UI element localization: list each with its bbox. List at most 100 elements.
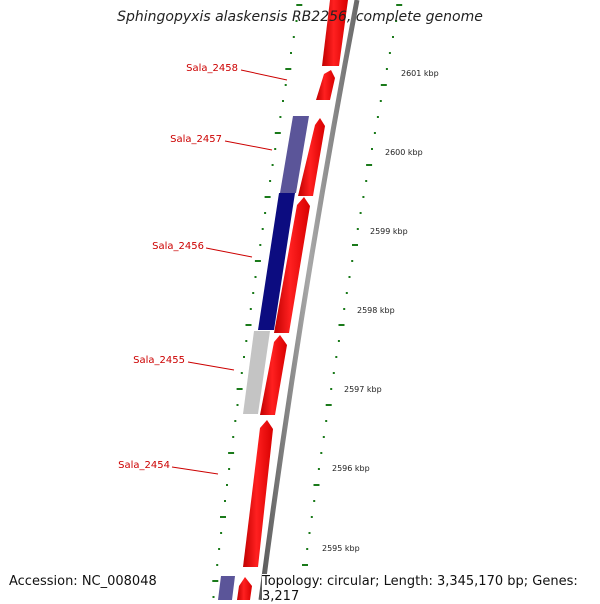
leader-sala-2454 (171, 466, 219, 475)
gene-forward-d (260, 335, 287, 415)
inner-tick (212, 580, 219, 582)
inner-tick (264, 196, 271, 198)
outer-tick (330, 388, 333, 390)
inner-tick (295, 20, 298, 22)
inner-tick (279, 116, 282, 118)
inner-tick (224, 500, 226, 502)
inner-tick (269, 180, 272, 182)
outer-tick (376, 116, 379, 118)
outer-tick (352, 244, 358, 246)
outer-tick (320, 452, 323, 454)
inner-tick (226, 484, 228, 486)
inner-tick (243, 356, 245, 358)
outer-tick (348, 276, 351, 278)
inner-tick (245, 324, 252, 326)
outer-tick (351, 260, 354, 262)
kbp-label-2596: 2596 kbp (332, 464, 370, 473)
outer-tick (313, 484, 320, 486)
gene-forward-b (298, 118, 325, 196)
gene-label-sala-2454: Sala_2454 (118, 460, 170, 471)
inner-tick (220, 516, 226, 518)
leader-sala-2457 (224, 140, 273, 151)
outer-tick (302, 564, 308, 566)
inner-tick (236, 404, 239, 406)
outer-tick (345, 292, 348, 294)
inner-tick (254, 276, 257, 278)
inner-tick (259, 244, 262, 246)
kbp-label-2599: 2599 kbp (370, 227, 408, 236)
inner-tick (220, 532, 223, 534)
inner-tick (216, 564, 219, 566)
gene-label-sala-2456: Sala_2456 (152, 241, 204, 252)
outer-tick (332, 372, 335, 374)
leader-sala-2456 (205, 247, 253, 258)
inner-tick (274, 148, 277, 150)
leader-sala-2458 (240, 69, 288, 81)
inner-tick (284, 84, 287, 86)
inner-tick (249, 308, 252, 310)
outer-tick (325, 420, 328, 422)
accession-text: Accession: NC_008048 (9, 574, 157, 589)
inner-tick (282, 100, 284, 102)
inner-tick (264, 212, 267, 214)
outer-tick (306, 548, 309, 550)
inner-tick (261, 228, 264, 230)
kbp-label-2600: 2600 kbp (385, 148, 423, 157)
inner-tick (228, 468, 231, 470)
outer-tick (308, 532, 311, 534)
inner-tick (292, 36, 295, 38)
outer-tick (322, 436, 325, 438)
outer-tick (310, 516, 313, 518)
genome-backbone (258, 0, 360, 600)
inner-tick (240, 372, 243, 374)
gene-bottom-reverse (218, 576, 235, 600)
inner-tick-ring (212, 4, 303, 598)
leader-sala-2455 (187, 361, 235, 371)
inner-tick (228, 452, 235, 454)
gene-label-sala-2458: Sala_2458 (186, 63, 238, 74)
outer-tick (362, 196, 365, 198)
outer-tick (337, 340, 340, 342)
gene-label-sala-2457: Sala_2457 (170, 134, 222, 145)
outer-tick (359, 212, 362, 214)
kbp-label-2598: 2598 kbp (357, 306, 395, 315)
inner-tick (254, 260, 261, 262)
inner-tick (290, 52, 292, 54)
inner-tick (218, 548, 221, 550)
outer-tick (392, 36, 394, 38)
outer-tick (365, 180, 368, 182)
inner-tick (234, 420, 237, 422)
outer-tick-ring (299, 4, 403, 598)
gene-sala-2457 (280, 116, 309, 193)
outer-tick (379, 100, 382, 102)
outer-tick (396, 4, 403, 6)
kbp-label-2595: 2595 kbp (322, 544, 360, 553)
inner-tick (212, 596, 215, 598)
outer-tick (388, 52, 391, 54)
outer-tick (313, 500, 316, 502)
outer-tick (380, 84, 387, 86)
gene-sala-2455 (243, 331, 270, 414)
inner-tick (271, 164, 274, 166)
gene-sala-2458 (316, 70, 335, 100)
inner-tick (285, 68, 292, 70)
inner-tick (274, 132, 281, 134)
outer-tick (385, 68, 388, 70)
genome-title: Sphingopyxis alaskensis RB2256, complete… (117, 9, 483, 25)
inner-tick (245, 340, 248, 342)
outer-tick (335, 356, 338, 358)
gene-label-sala-2455: Sala_2455 (133, 355, 185, 366)
inner-tick (236, 388, 243, 390)
outer-tick (395, 20, 398, 22)
inner-tick (296, 4, 303, 6)
kbp-label-2597: 2597 kbp (344, 385, 382, 394)
gene-sala-2456 (258, 193, 295, 330)
inner-tick (232, 436, 235, 438)
outer-tick (338, 324, 345, 326)
outer-tick (317, 468, 320, 470)
gene-top-forward (322, 0, 348, 66)
outer-tick (366, 164, 373, 166)
outer-tick (325, 404, 332, 406)
kbp-label-2601: 2601 kbp (401, 69, 439, 78)
